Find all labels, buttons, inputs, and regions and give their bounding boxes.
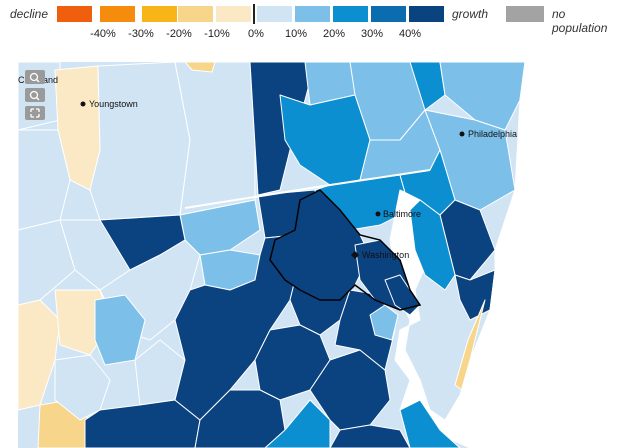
map-canvas[interactable]: Cleveland Youngstown Philadelphia Baltim…	[18, 62, 620, 448]
legend-growth-label: growth	[452, 7, 489, 21]
legend-decline-label: decline	[10, 7, 49, 21]
legend-tick: 20%	[322, 28, 346, 40]
legend-swatch-decline-20	[142, 6, 177, 22]
legend-zero-marker	[253, 4, 255, 24]
legend-swatch-decline-0	[216, 6, 251, 22]
legend-swatch-growth-40	[371, 6, 406, 22]
zoom-out-icon	[29, 90, 40, 101]
county-va-spotsylvania[interactable]	[309, 349, 391, 431]
legend-swatch-decline-10	[178, 6, 213, 22]
zoom-in-icon	[29, 72, 40, 83]
choropleth-map[interactable]: Cleveland Youngstown Philadelphia Baltim…	[18, 62, 620, 448]
legend-tick: -30%	[128, 28, 154, 40]
legend-swatch-growth-max	[409, 6, 444, 22]
legend-swatch-decline-40	[57, 6, 92, 22]
city-label-youngstown: Youngstown	[89, 99, 138, 109]
dc-metro-outline	[269, 189, 422, 311]
legend-swatch-growth-10	[257, 6, 292, 22]
city-dot-baltimore	[375, 211, 381, 217]
county-va-louisa[interactable]	[264, 399, 331, 448]
zoom-in-button[interactable]	[25, 70, 45, 84]
legend-tick: -20%	[166, 28, 192, 40]
legend-tick: 10%	[284, 28, 308, 40]
legend-tick: 40%	[398, 28, 422, 40]
county-ohio-central[interactable]	[18, 129, 71, 231]
county-va-richmond[interactable]	[329, 424, 411, 448]
city-dot-philadelphia	[459, 131, 465, 137]
county-md-anne-arundel[interactable]	[384, 274, 421, 316]
city-label-baltimore: Baltimore	[383, 209, 421, 219]
county-md-kent-queen-annes[interactable]	[409, 199, 456, 291]
county-pa-north[interactable]	[184, 62, 216, 73]
chesapeake-bay-and-ocean	[389, 99, 620, 448]
city-dot-youngstown	[80, 101, 86, 107]
county-ohio-se[interactable]	[18, 219, 76, 306]
zoom-out-button[interactable]	[25, 88, 45, 102]
legend-tick: -10%	[204, 28, 230, 40]
city-diamond-washington	[351, 251, 359, 259]
city-label-philadelphia: Philadelphia	[468, 129, 517, 139]
legend-swatch-growth-20	[295, 6, 330, 22]
legend-swatch-decline-30	[100, 6, 135, 22]
expand-icon	[30, 108, 40, 118]
county-md-calvert[interactable]	[369, 304, 399, 341]
state-border-mason-dixon	[184, 169, 431, 209]
city-label-washington: Washington	[362, 250, 409, 260]
reset-zoom-button[interactable]	[25, 106, 45, 120]
legend-tick: 30%	[360, 28, 384, 40]
legend: decline growth no population -40% -30% -…	[0, 0, 620, 48]
legend-no-population-label: no population	[552, 7, 608, 35]
legend-no-population-swatch	[506, 6, 544, 22]
county-nj-offmap	[519, 62, 620, 216]
legend-tick: -40%	[90, 28, 116, 40]
county-va-northern-neck[interactable]	[399, 399, 461, 448]
county-va-albemarle[interactable]	[194, 389, 286, 448]
county-pa-west[interactable]	[89, 62, 191, 221]
legend-tick: 0%	[248, 28, 264, 40]
legend-swatch-growth-30	[333, 6, 368, 22]
